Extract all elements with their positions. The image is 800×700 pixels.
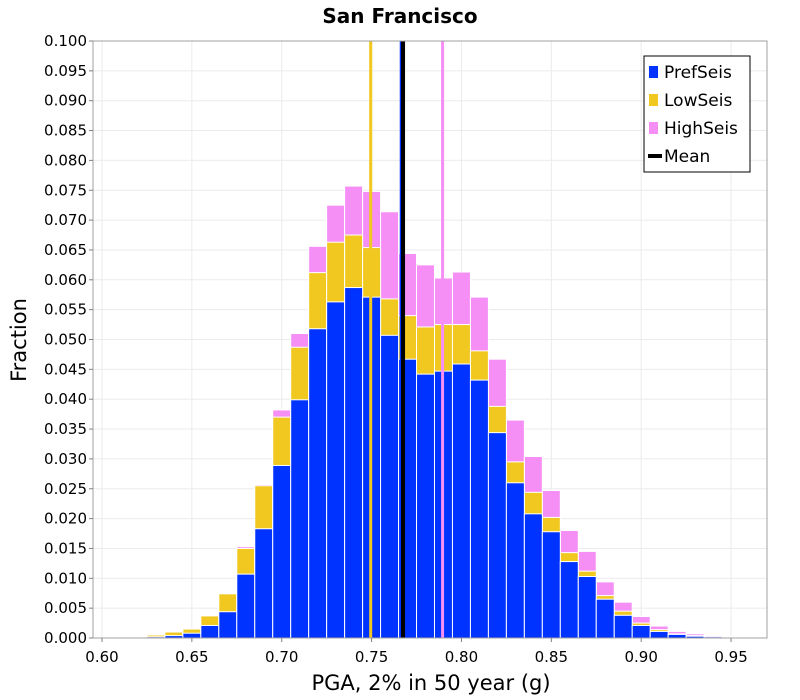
legend-swatch-prefseis xyxy=(649,66,658,78)
bar-prefseis xyxy=(487,432,507,639)
y-tick-label: 0.080 xyxy=(44,151,87,169)
bar-prefseis xyxy=(218,611,238,639)
bar-prefseis xyxy=(182,632,202,639)
x-tick-label: 0.95 xyxy=(714,648,747,666)
legend-label-prefseis: PrefSeis xyxy=(664,63,732,83)
y-tick-label: 0.085 xyxy=(44,122,87,140)
vertical-lines-group xyxy=(369,41,445,638)
y-tick-label: 0.005 xyxy=(44,599,87,617)
y-tick-label: 0.040 xyxy=(44,390,87,408)
x-tick-label: 0.80 xyxy=(445,648,478,666)
x-tick-label: 0.75 xyxy=(355,648,388,666)
y-tick-label: 0.070 xyxy=(44,211,87,229)
x-tick-label: 0.60 xyxy=(85,648,118,666)
bar-prefseis xyxy=(523,513,543,639)
y-tick-label: 0.100 xyxy=(44,32,87,50)
legend-label-mean: Mean xyxy=(664,147,710,167)
legend-box xyxy=(643,55,751,173)
bar-prefseis xyxy=(254,528,274,639)
legend-label-lowseis: LowSeis xyxy=(664,91,732,111)
bar-prefseis xyxy=(380,334,400,639)
x-axis-ticks: 0.60 0.65 0.70 0.75 0.80 0.85 0.90 0.95 xyxy=(85,638,748,666)
y-tick-label: 0.035 xyxy=(44,420,87,438)
y-tick-label: 0.090 xyxy=(44,92,87,110)
bar-prefseis xyxy=(505,482,525,639)
bar-prefseis xyxy=(416,373,435,639)
y-tick-label: 0.075 xyxy=(44,181,87,199)
y-tick-label: 0.015 xyxy=(44,539,87,557)
x-tick-label: 0.65 xyxy=(175,648,208,666)
bar-prefseis xyxy=(667,633,687,639)
bar-prefseis xyxy=(290,399,310,639)
x-axis-label: PGA, 2% in 50 year (g) xyxy=(311,671,550,695)
bar-prefseis xyxy=(613,614,633,639)
x-tick-label: 0.85 xyxy=(535,648,568,666)
legend: PrefSeis LowSeis HighSeis Mean xyxy=(643,55,751,173)
bar-prefseis xyxy=(200,624,220,639)
bar-prefseis xyxy=(308,328,328,639)
chart-title: San Francisco xyxy=(322,4,477,28)
bar-prefseis xyxy=(272,464,292,639)
y-tick-label: 0.095 xyxy=(44,62,87,80)
legend-label-highseis: HighSeis xyxy=(664,119,738,139)
legend-swatch-highseis xyxy=(649,122,658,134)
y-tick-label: 0.025 xyxy=(44,480,87,498)
bar-prefseis xyxy=(344,287,364,639)
y-tick-label: 0.010 xyxy=(44,569,87,587)
y-tick-label: 0.055 xyxy=(44,301,87,319)
y-tick-label: 0.045 xyxy=(44,360,87,378)
bar-prefseis xyxy=(595,598,615,639)
bar-prefseis xyxy=(541,531,561,639)
y-tick-label: 0.050 xyxy=(44,331,87,349)
bar-prefseis xyxy=(469,379,489,639)
bar-prefseis xyxy=(649,630,669,639)
bar-prefseis xyxy=(559,561,579,639)
y-tick-label: 0.000 xyxy=(44,629,87,647)
x-tick-label: 0.70 xyxy=(265,648,298,666)
y-axis-label: Fraction xyxy=(7,298,31,382)
bar-prefseis xyxy=(577,576,597,639)
y-tick-label: 0.020 xyxy=(44,510,87,528)
bar-prefseis xyxy=(236,573,256,639)
bar-prefseis xyxy=(451,363,471,639)
x-tick-label: 0.90 xyxy=(624,648,657,666)
bar-prefseis xyxy=(326,301,346,639)
bar-prefseis xyxy=(631,624,651,639)
y-tick-label: 0.060 xyxy=(44,271,87,289)
y-axis-ticks: 0.000 0.005 0.010 0.015 0.020 0.025 0.030 0.035… xyxy=(44,32,93,647)
legend-swatch-lowseis xyxy=(649,94,658,106)
y-tick-label: 0.065 xyxy=(44,241,87,259)
y-tick-label: 0.030 xyxy=(44,450,87,468)
